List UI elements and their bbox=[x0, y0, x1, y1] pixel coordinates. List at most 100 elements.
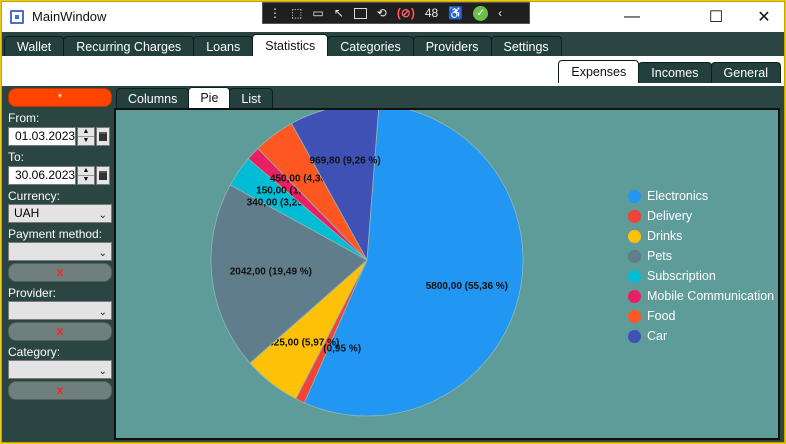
from-date-input[interactable]: 01.03.2023 bbox=[8, 126, 76, 146]
legend-swatch bbox=[628, 329, 641, 343]
slice-data-label: 969,80 (9,26 %) bbox=[310, 155, 381, 166]
chevron-down-icon: ⌄ bbox=[98, 248, 107, 259]
legend-label: Subscription bbox=[647, 269, 716, 283]
app-icon bbox=[10, 10, 24, 24]
slice-data-label: 450,00 (4,30 %) bbox=[270, 173, 341, 184]
slice-data-label: 625,00 (5,97 %) bbox=[268, 337, 339, 348]
filter-sidebar: * From: 01.03.2023 ▲ ▼ To: 30.06.2023 ▲ … bbox=[8, 88, 114, 400]
slice-data-label: 2042,00 (19,49 %) bbox=[230, 267, 312, 278]
pie-slice[interactable] bbox=[291, 110, 379, 262]
clear-provider-button[interactable]: x bbox=[8, 322, 112, 341]
from-date-row: 01.03.2023 ▲ ▼ bbox=[8, 126, 114, 146]
clear-category-button[interactable]: x bbox=[8, 381, 112, 400]
main-tab-3[interactable]: Statistics bbox=[252, 34, 329, 57]
window-title: MainWindow bbox=[32, 9, 107, 24]
chevron-down-icon: ⌄ bbox=[98, 307, 107, 318]
chevron-down-icon: ⌄ bbox=[98, 210, 107, 221]
from-label: From: bbox=[8, 111, 40, 125]
legend-item: Car bbox=[628, 326, 774, 346]
legend-swatch bbox=[628, 309, 641, 323]
legend-label: Drinks bbox=[647, 229, 683, 243]
main-tab-4[interactable]: Categories bbox=[327, 36, 414, 57]
from-date-stepper[interactable]: ▲ ▼ bbox=[77, 126, 95, 146]
legend-label: Delivery bbox=[647, 209, 693, 223]
provider-select[interactable]: ⌄ bbox=[8, 301, 112, 320]
currency-label: Currency: bbox=[8, 189, 61, 203]
legend-label: Electronics bbox=[647, 189, 709, 203]
to-calendar-icon[interactable] bbox=[96, 165, 110, 185]
chart-tab-1[interactable]: Pie bbox=[188, 87, 231, 108]
legend-item: Electronics bbox=[628, 186, 774, 206]
sub-tab-1[interactable]: Incomes bbox=[638, 62, 712, 83]
stepper-down-icon[interactable]: ▼ bbox=[82, 136, 90, 144]
payment-method-select[interactable]: ⌄ bbox=[8, 242, 112, 261]
pie-chart: 5800,00 (55,36 %) 100,00 (0,95 %)625,00 (… bbox=[210, 110, 524, 417]
sub-tabs: Expenses Incomes General bbox=[558, 60, 781, 84]
chart-tab-2[interactable]: List bbox=[229, 88, 273, 108]
to-date-input[interactable]: 30.06.2023 bbox=[8, 165, 76, 185]
category-label: Category: bbox=[8, 345, 61, 359]
legend-swatch bbox=[628, 249, 641, 263]
legend-item: Delivery bbox=[628, 206, 774, 226]
legend-swatch bbox=[628, 269, 641, 283]
legend-swatch bbox=[628, 289, 641, 303]
statistics-panel: * From: 01.03.2023 ▲ ▼ To: 30.06.2023 ▲ … bbox=[2, 86, 784, 442]
title-bar[interactable]: MainWindow ⋮ ⬚ ▭ ↖ ⟲ (⊘) 48 ♿ ✓ ‹ — ☐ ✕ bbox=[2, 2, 784, 32]
legend-label: Food bbox=[647, 309, 676, 323]
pie-slice[interactable] bbox=[210, 184, 368, 364]
legend-item: Pets bbox=[628, 246, 774, 266]
track-focus-icon[interactable]: ⟲ bbox=[376, 6, 387, 20]
from-calendar-icon[interactable] bbox=[96, 126, 110, 146]
main-tabs: Wallet Recurring Charges Loans Statistics Ca… bbox=[4, 34, 562, 58]
main-tab-6[interactable]: Settings bbox=[490, 36, 562, 57]
close-button[interactable]: ✕ bbox=[757, 9, 771, 26]
pointer-icon[interactable]: ↖ bbox=[333, 6, 344, 20]
legend-swatch bbox=[628, 229, 641, 243]
binding-failures-count: 48 bbox=[424, 6, 439, 20]
pie-slice[interactable] bbox=[303, 110, 524, 417]
debug-toolbar: ⋮ ⬚ ▭ ↖ ⟲ (⊘) 48 ♿ ✓ ‹ bbox=[262, 2, 530, 24]
sub-tab-2[interactable]: General bbox=[710, 62, 781, 83]
legend-label: Mobile Communication bbox=[647, 289, 775, 303]
grip-icon[interactable]: ⋮ bbox=[269, 6, 281, 20]
currency-select[interactable]: UAH ⌄ bbox=[8, 204, 112, 223]
category-select[interactable]: ⌄ bbox=[8, 360, 112, 379]
binding-failures-icon[interactable]: (⊘) bbox=[396, 6, 415, 20]
main-tab-5[interactable]: Providers bbox=[412, 36, 492, 57]
slice-data-label: 5800,00 (55,36 %) bbox=[426, 281, 508, 292]
slice-data-label: 100,00 (0,95 %) bbox=[290, 343, 361, 354]
chart-area: Columns Pie List 5800,00 (55,36 %) 100,00 (… bbox=[114, 87, 780, 440]
minimize-button[interactable]: — bbox=[624, 8, 640, 25]
clear-payment-method-button[interactable]: x bbox=[8, 263, 112, 282]
camera-icon[interactable]: ▭ bbox=[312, 6, 324, 20]
display-layout-icon[interactable] bbox=[353, 7, 367, 19]
main-tab-0[interactable]: Wallet bbox=[4, 36, 65, 57]
chevron-down-icon: ⌄ bbox=[98, 366, 107, 377]
sub-tab-0[interactable]: Expenses bbox=[558, 60, 640, 83]
stepper-up-icon[interactable]: ▲ bbox=[78, 128, 94, 137]
stepper-down-icon[interactable]: ▼ bbox=[82, 175, 90, 183]
legend-swatch bbox=[628, 189, 641, 203]
to-date-stepper[interactable]: ▲ ▼ bbox=[77, 165, 95, 185]
chart-tab-0[interactable]: Columns bbox=[116, 88, 190, 108]
content: Wallet Recurring Charges Loans Statistics Ca… bbox=[2, 32, 784, 442]
check-icon[interactable]: ✓ bbox=[473, 5, 489, 21]
chart-type-tabs: Columns Pie List bbox=[116, 87, 273, 110]
legend-item: Drinks bbox=[628, 226, 774, 246]
chart-legend: Electronics Delivery Drinks Pets Subscriptio… bbox=[628, 186, 774, 346]
select-element-icon[interactable]: ⬚ bbox=[291, 6, 303, 20]
legend-swatch bbox=[628, 209, 641, 223]
legend-label: Pets bbox=[647, 249, 673, 263]
maximize-button[interactable]: ☐ bbox=[708, 9, 724, 26]
main-tab-2[interactable]: Loans bbox=[193, 36, 254, 57]
currency-value: UAH bbox=[14, 206, 40, 220]
pie-chart-panel: 5800,00 (55,36 %) 100,00 (0,95 %) 625,00 (… bbox=[114, 108, 780, 440]
legend-item: Subscription bbox=[628, 266, 774, 286]
slice-data-label: 150,00 (1,43 %) bbox=[256, 186, 327, 197]
accessibility-icon[interactable]: ♿ bbox=[448, 6, 464, 20]
collapse-icon[interactable]: ‹ bbox=[498, 6, 503, 20]
reset-filters-button[interactable]: * bbox=[8, 88, 112, 107]
stepper-up-icon[interactable]: ▲ bbox=[78, 167, 94, 176]
main-tab-1[interactable]: Recurring Charges bbox=[63, 36, 195, 57]
